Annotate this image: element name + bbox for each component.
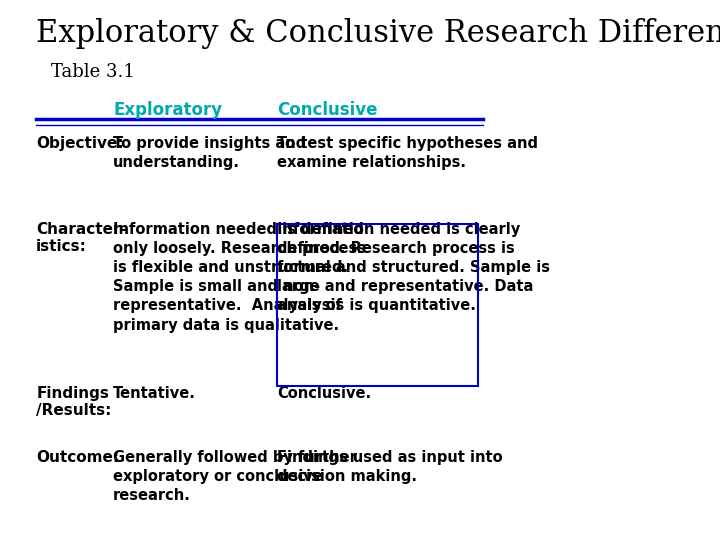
Text: Findings
/Results:: Findings /Results: [36,386,112,418]
Text: Objective:: Objective: [36,136,124,151]
Text: Information needed is clearly
defined. Research process is
formal and structured: Information needed is clearly defined. R… [277,221,550,313]
Text: Generally followed by further
exploratory or conclusive
research.: Generally followed by further explorator… [113,450,357,503]
Text: Character-
istics:: Character- istics: [36,221,127,254]
Text: Table 3.1: Table 3.1 [51,63,135,81]
Text: Tentative.: Tentative. [113,386,196,401]
Text: Findings used as input into
decision making.: Findings used as input into decision mak… [277,450,503,484]
Text: Information needed is defined
only loosely. Research process
is flexible and uns: Information needed is defined only loose… [113,221,366,333]
Text: Exploratory & Conclusive Research Differences: Exploratory & Conclusive Research Differ… [36,17,720,49]
Text: To test specific hypotheses and
examine relationships.: To test specific hypotheses and examine … [277,136,538,170]
Text: Outcome:: Outcome: [36,450,120,465]
Text: Exploratory: Exploratory [113,101,222,119]
Text: Conclusive.: Conclusive. [277,386,371,401]
Text: Conclusive: Conclusive [277,101,377,119]
Text: To provide insights and
understanding.: To provide insights and understanding. [113,136,306,170]
